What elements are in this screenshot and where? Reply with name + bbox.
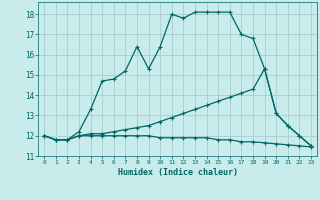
X-axis label: Humidex (Indice chaleur): Humidex (Indice chaleur) <box>118 168 238 177</box>
